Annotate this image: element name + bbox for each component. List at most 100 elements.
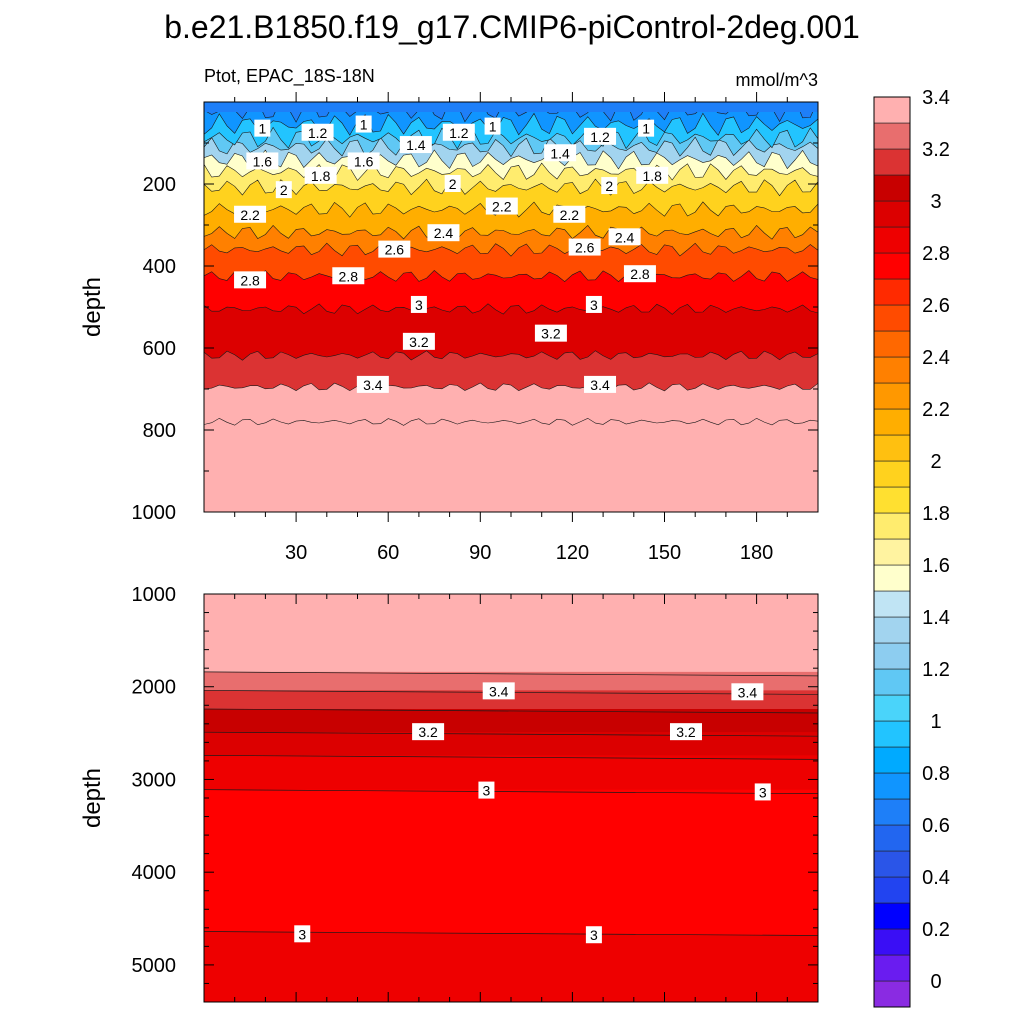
colorbar-label: 0.6 — [922, 815, 950, 837]
colorbar: 0 0.2 0.4 0.6 0.8 1 1.2 1.4 1.6 1.8 2 2.2 2.4 2.6 2.8 3… — [873, 87, 950, 1008]
contour-label-box — [534, 324, 567, 342]
colorbar-swatch — [873, 356, 911, 384]
colorbar-swatch — [873, 772, 911, 800]
contour-label-box — [332, 267, 365, 285]
colorbar-swatch — [873, 460, 911, 488]
contour-label-text: 2 — [280, 182, 288, 198]
contour-label-box — [485, 197, 518, 215]
upper-contour-panel: 200 400 600 800 1000 30 60 90 120 150 180 depth 1 1.2… — [79, 92, 819, 564]
contour-label-box — [544, 144, 577, 162]
colorbar-swatch — [873, 148, 911, 176]
contour-label: 3 — [410, 295, 427, 313]
contour-label-text: 1.4 — [550, 145, 570, 161]
contour-label: 1 — [484, 117, 501, 135]
contour-label: 1.4 — [399, 136, 432, 154]
contour-label-box — [275, 181, 292, 199]
contour-label-box — [608, 228, 641, 246]
contour-label-text: 3 — [590, 927, 598, 943]
contour-label: 1.2 — [442, 123, 475, 141]
lower-contour-panel: 1000 2000 3000 4000 5000 depth 3.4 3.4 3.2 3.2 3 3 3… — [79, 584, 819, 1003]
contour-label-box — [482, 682, 515, 700]
contour-label-text: 3 — [759, 784, 767, 800]
colorbar-frame — [873, 96, 911, 1008]
contour-label-box — [347, 152, 380, 170]
contour-label: 2.4 — [427, 224, 460, 242]
contour-label-box — [410, 295, 427, 313]
colorbar-swatch — [873, 720, 911, 748]
contour-label-text: 3.2 — [409, 334, 429, 350]
contour-label-text: 3 — [298, 926, 306, 942]
contour-label: 2.8 — [234, 271, 267, 289]
colorbar-swatch — [873, 486, 911, 514]
colorbar-swatch — [873, 434, 911, 462]
colorbar-swatch — [873, 954, 911, 982]
contour-label-box — [553, 205, 586, 223]
x-tick-label: 90 — [469, 542, 491, 564]
contour-label-box — [356, 375, 389, 393]
colorbar-swatch — [873, 616, 911, 644]
contour-label-text: 3.4 — [363, 377, 383, 393]
contour-label-text: 2.8 — [339, 268, 359, 284]
contour-label-box — [584, 375, 617, 393]
y-tick-label: 1000 — [132, 584, 177, 606]
contour-label-text: 3.4 — [738, 684, 758, 700]
colorbar-label: 0.8 — [922, 763, 950, 785]
contour-label-box — [294, 925, 311, 943]
colorbar-swatch — [873, 330, 911, 358]
colorbar-swatch — [873, 382, 911, 410]
colorbar-swatch — [873, 642, 911, 670]
colorbar-swatch — [873, 174, 911, 202]
contour-label-text: 2.2 — [560, 207, 580, 223]
colorbar-label: 1.8 — [922, 503, 950, 525]
colorbar-swatch — [873, 538, 911, 566]
contour-label-text: 1.2 — [449, 125, 469, 141]
y-tick-label: 400 — [143, 256, 176, 278]
contour-label: 3 — [754, 783, 771, 801]
contour-label-box — [442, 123, 475, 141]
colorbar-swatch — [873, 200, 911, 228]
contour-label-box — [754, 783, 771, 801]
y-tick-label: 4000 — [132, 862, 177, 884]
colorbar-label: 0.2 — [922, 919, 950, 941]
contour-label-box — [234, 205, 267, 223]
contour-label-box — [636, 166, 669, 184]
contour-label-text: 3.4 — [590, 377, 610, 393]
units-label: mmol/m^3 — [736, 70, 818, 90]
contour-label-text: 2.4 — [434, 225, 454, 241]
contour-label: 1.6 — [347, 152, 380, 170]
colorbar-swatch — [873, 798, 911, 826]
contour-label-text: 2.4 — [615, 229, 635, 245]
contour-label-box — [585, 926, 602, 944]
colorbar-swatch — [873, 824, 911, 852]
fill-band-surface — [204, 102, 818, 112]
lower-band-3 — [204, 708, 818, 737]
colorbar-swatch — [873, 96, 911, 124]
contour-line-3.1 — [204, 754, 818, 760]
contour-label-text: 3 — [590, 297, 598, 313]
contour-label: 1.6 — [246, 152, 279, 170]
contour-label: 3.4 — [731, 683, 764, 701]
colorbar-swatch — [873, 746, 911, 774]
x-tick-label: 30 — [285, 542, 307, 564]
contour-label-box — [427, 224, 460, 242]
colorbar-swatch — [873, 226, 911, 254]
contour-label-text: 2 — [605, 178, 613, 194]
contour-label: 2.2 — [553, 205, 586, 223]
colorbar-label: 3 — [930, 191, 941, 213]
contour-label: 3 — [478, 781, 495, 799]
colorbar-label: 3.2 — [922, 139, 950, 161]
contour-label-text: 1.6 — [253, 153, 273, 169]
contour-label: 2 — [275, 181, 292, 199]
lower-band-2 — [204, 690, 818, 713]
contour-label-box — [669, 723, 702, 741]
contour-label-box — [444, 175, 461, 192]
colorbar-swatch — [873, 876, 911, 904]
x-tick-label: 60 — [377, 542, 399, 564]
contour-label-text: 2.8 — [630, 266, 650, 282]
contour-label-box — [568, 238, 601, 256]
contour-label: 3 — [585, 926, 602, 944]
contour-line-3 — [204, 789, 818, 795]
x-tick-label: 120 — [556, 542, 589, 564]
colorbar-label: 2.4 — [922, 347, 950, 369]
contour-label: 3.2 — [534, 324, 567, 342]
